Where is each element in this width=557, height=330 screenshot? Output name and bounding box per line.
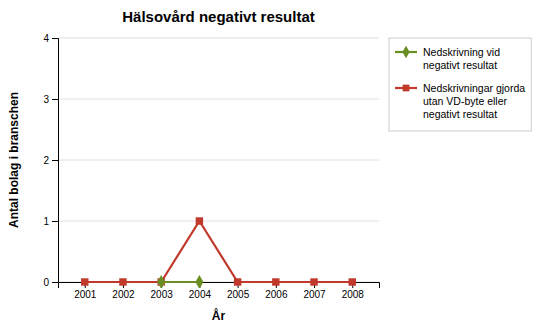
series-point: [195, 275, 203, 288]
y-tick: 1: [43, 216, 58, 227]
series-line: [85, 221, 353, 282]
legend-item: Nedskrivningar gjordautan VD-byte ellern…: [395, 82, 525, 120]
series: [157, 275, 203, 288]
x-axis-title: År: [212, 308, 226, 323]
legend-label-line: utan VD-byte eller: [423, 95, 508, 107]
y-axis-title: Antal bolag i branschen: [7, 92, 21, 228]
x-tick-label: 2008: [342, 289, 365, 300]
y-axis: 0 1 2 3 4: [43, 33, 58, 288]
legend-marker: [402, 46, 409, 58]
y-tick: 4: [43, 33, 58, 44]
y-tick-mark: [52, 221, 58, 222]
legend-item: Nedskrivning vidnegativt resultat: [395, 46, 500, 71]
x-tick-label: 2005: [227, 289, 250, 300]
series-point: [310, 278, 317, 285]
legend-box: [389, 38, 531, 131]
legend-label: Nedskrivning vidnegativt resultat: [423, 46, 500, 71]
legend-label-line: negativt resultat: [423, 59, 497, 71]
plot-area: [81, 217, 356, 288]
y-tick-label: 0: [43, 277, 49, 288]
y-tick-label: 4: [43, 33, 49, 44]
x-tick-label: 2003: [151, 289, 174, 300]
x-tick-label: 2007: [303, 289, 326, 300]
legend-label-line: negativt resultat: [423, 108, 497, 120]
chart: 2001 2002 2003 2004 2005 2006 2007 2008 0 1 2 3 4 Häl…: [0, 0, 557, 330]
legend-label-line: Nedskrivningar gjorda: [423, 82, 525, 94]
series-point: [234, 278, 241, 285]
y-tick-label: 3: [43, 94, 49, 105]
series-point: [157, 275, 165, 288]
grid-line: [58, 99, 379, 100]
x-tick-label: 2006: [265, 289, 288, 300]
legend-marker: [403, 85, 410, 92]
grid-line: [58, 221, 379, 222]
series: [81, 217, 356, 285]
y-tick-label: 1: [43, 216, 49, 227]
y-tick: 0: [43, 277, 58, 288]
x-tick-label: 2002: [112, 289, 135, 300]
x-tick-label: 2004: [189, 289, 212, 300]
y-tick: 3: [43, 94, 58, 105]
legend-label-line: Nedskrivning vid: [423, 46, 500, 58]
y-tick-mark: [52, 160, 58, 161]
y-axis-line: [52, 39, 59, 283]
y-tick-mark: [52, 282, 58, 283]
x-axis-line: [59, 283, 380, 289]
x-tick-label: 2001: [74, 289, 97, 300]
series-point: [272, 278, 279, 285]
y-tick-label: 2: [43, 155, 49, 166]
legend-label: Nedskrivningar gjordautan VD-byte ellern…: [423, 82, 525, 120]
y-tick-mark: [52, 99, 58, 100]
x-axis: 2001 2002 2003 2004 2005 2006 2007 2008: [59, 282, 380, 300]
y-tick-mark: [52, 38, 58, 39]
title: Hälsovård negativt resultat: [122, 8, 315, 25]
grid: [58, 38, 379, 282]
y-tick: 2: [43, 155, 58, 166]
legend: Nedskrivning vidnegativt resultatNedskri…: [389, 38, 531, 131]
series-point: [196, 217, 203, 224]
series-line: [161, 281, 199, 283]
grid-line: [58, 160, 379, 161]
grid-line: [58, 38, 379, 39]
series-point: [349, 278, 356, 285]
series-point: [119, 278, 126, 285]
series-point: [81, 278, 88, 285]
